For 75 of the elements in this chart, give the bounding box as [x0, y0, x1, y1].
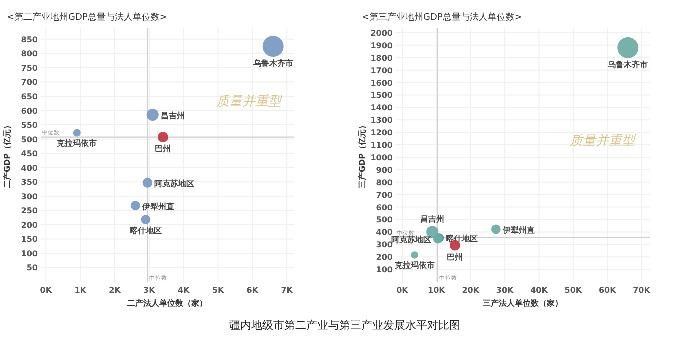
x-tick-label: 0K [40, 286, 53, 295]
series-label: 乌鲁木齐市 [607, 59, 648, 70]
series-label: 克拉玛依市 [56, 138, 98, 148]
x-tick-label: 30K [496, 286, 515, 295]
series-label: 喀什地区 [130, 225, 162, 236]
y-tick-label: 150 [21, 235, 38, 244]
y-tick-label: 1900 [370, 41, 394, 50]
x-tick-label: 6K [246, 286, 260, 295]
annotation: 质量并重型 [216, 94, 284, 110]
y-tick-label: 100 [376, 266, 394, 275]
x-tick-label: 4K [178, 286, 191, 295]
x-tick-label: 10K [428, 286, 446, 295]
series-label: 克拉玛依市 [394, 260, 435, 270]
chart-title: <第二产业地州GDP总量与法人单位数> [7, 12, 168, 23]
y-tick-label: 700 [21, 78, 38, 88]
y-tick-label: 1800 [370, 54, 394, 63]
y-tick-label: 700 [376, 190, 394, 200]
y-tick-label: 850 [21, 35, 38, 44]
annotation: 质量并重型 [570, 134, 638, 150]
y-tick-label: 1400 [370, 104, 394, 113]
series-label: 喀什地区 [446, 234, 478, 244]
series-label: 阿克苏地区 [154, 179, 195, 188]
y-tick-label: 750 [21, 64, 38, 73]
y-tick-label: 50 [26, 264, 38, 273]
series-label: 阿克苏地区 [391, 236, 432, 245]
series-label: 乌鲁木齐市 [252, 58, 294, 68]
y-tick-label: 1500 [370, 91, 394, 100]
y-tick-label: 300 [21, 192, 38, 202]
y-tick-label: 1600 [370, 78, 394, 88]
series-label: 昌吉州 [160, 112, 185, 121]
y-tick-label: 1100 [370, 141, 394, 150]
y-tick-label: 450 [21, 150, 38, 159]
y-tick-label: 800 [376, 178, 394, 188]
y-tick-label: 1000 [370, 153, 394, 162]
series-label: 伊犁州直 [141, 202, 174, 212]
x-tick-label: 2K [109, 286, 122, 295]
y-tick-label: 650 [21, 92, 38, 102]
x-tick-label: 70K [633, 286, 652, 295]
y-tick-label: 500 [21, 135, 38, 144]
series-label: 巴州 [447, 252, 464, 262]
x-tick-label: 50K [564, 286, 583, 295]
y-tick-label: 550 [21, 121, 38, 130]
y-tick-label: 1700 [370, 66, 394, 76]
chart-title: <第三产业地州GDP总量与法人单位数> [362, 12, 522, 23]
y-tick-label: 200 [376, 253, 394, 262]
series-label: 昌吉州 [420, 215, 445, 224]
x-tick-label: 60K [598, 286, 618, 295]
y-tick-label: 200 [21, 220, 38, 230]
y-tick-label: 100 [21, 249, 38, 258]
series-label: 巴州 [155, 144, 172, 154]
text: 疆内地级市第二产业与第三产业发展水平对比图 [230, 319, 460, 332]
y-tick-label: 600 [21, 106, 38, 116]
y-tick-label: 400 [376, 228, 394, 238]
x-tick-label: 5K [212, 286, 225, 295]
y-tick-label: 500 [376, 216, 394, 225]
y-tick-label: 600 [376, 203, 394, 212]
y-tick-label: 1300 [370, 116, 394, 126]
x-tick-label: 1K [74, 286, 88, 295]
y-axis-title: 三产GDP（亿元） [358, 121, 367, 189]
y-axis-title: 二产GDP（亿元） [3, 121, 12, 189]
x-tick-label: 20K [462, 286, 480, 295]
x-tick-label: 40K [530, 286, 549, 295]
x-tick-label: 3K [144, 286, 156, 295]
x-tick-label: 0K [396, 286, 410, 295]
y-tick-label: 400 [21, 164, 38, 173]
series-label: 伊犁州直 [502, 226, 535, 235]
y-tick-label: 1200 [370, 128, 394, 138]
y-tick-label: 800 [21, 50, 38, 59]
y-tick-label: 900 [376, 166, 394, 175]
x-axis-title: 二产法人单位数（家） [128, 298, 208, 308]
y-tick-label: 2000 [370, 28, 394, 38]
y-tick-label: 350 [21, 178, 38, 188]
x-tick-label: 7K [281, 286, 294, 295]
x-axis-title: 三产法人单位数（家） [483, 298, 563, 308]
y-tick-label: 250 [21, 206, 38, 216]
